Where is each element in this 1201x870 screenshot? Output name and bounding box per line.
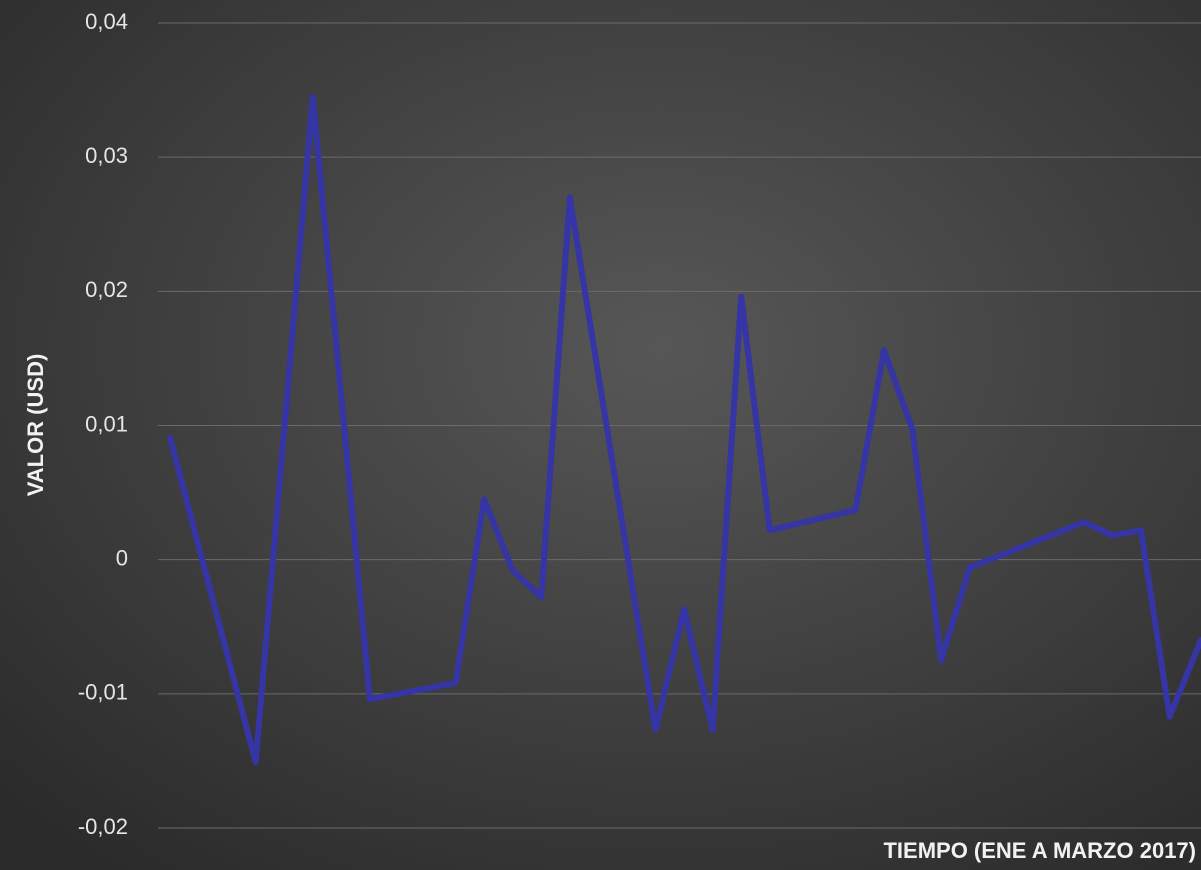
y-axis-title: VALOR (USD) — [23, 354, 48, 497]
y-tick-label: 0,02 — [85, 277, 128, 302]
plot-area — [166, 93, 1201, 766]
y-tick-label: 0,01 — [85, 411, 128, 436]
y-tick-label: -0,02 — [78, 814, 128, 839]
y-tick-label: 0,04 — [85, 9, 128, 34]
x-axis-title: TIEMPO (ENE A MARZO 2017) — [883, 838, 1196, 863]
y-tick-label: 0,03 — [85, 143, 128, 168]
y-tick-label: 0 — [116, 545, 128, 570]
data-line — [166, 93, 1201, 766]
y-axis: -0,02 -0,01 0 0,01 0,02 0,03 0,04 — [78, 9, 128, 839]
y-tick-label: -0,01 — [78, 680, 128, 705]
